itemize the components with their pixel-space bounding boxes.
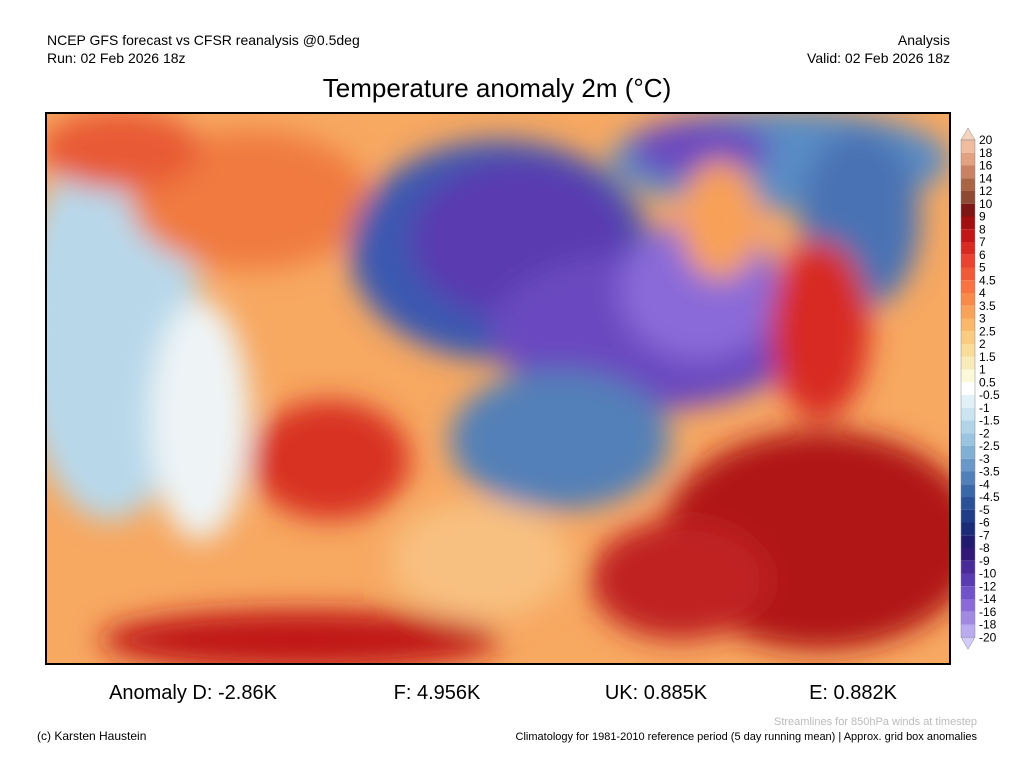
- colorbar-label: 18: [979, 146, 993, 160]
- colorbar-swatch: [961, 356, 975, 370]
- header-model: NCEP GFS forecast vs CFSR reanalysis @0.…: [47, 32, 360, 48]
- colorbar-label: -6: [979, 516, 990, 530]
- stat-f: F: 4.956K: [394, 682, 481, 704]
- header-run: Run: 02 Feb 2026 18z: [47, 50, 186, 66]
- colorbar-swatch: [961, 573, 975, 587]
- colorbar-label: 14: [979, 171, 993, 185]
- colorbar-swatch: [961, 446, 975, 459]
- colorbar-label: 9: [979, 210, 986, 224]
- colorbar-swatch: [961, 458, 975, 472]
- colorbar-swatch: [961, 548, 975, 561]
- header-analysis: Analysis: [898, 32, 950, 48]
- colorbar-swatch: [961, 267, 975, 281]
- colorbar-label: -20: [979, 630, 997, 644]
- colorbar-swatch: [961, 318, 975, 332]
- colorbar-swatch: [961, 140, 975, 153]
- colorbar-label: 1: [979, 363, 986, 377]
- colorbar-swatch: [961, 560, 975, 574]
- colorbar-swatch: [961, 369, 975, 383]
- colorbar-swatch: [961, 254, 975, 268]
- colorbar-swatch: [961, 382, 975, 395]
- colorbar-swatch: [961, 305, 975, 319]
- colorbar-swatch: [961, 191, 975, 204]
- colorbar-swatch: [961, 484, 975, 497]
- colorbar-label: -16: [979, 605, 997, 619]
- colorbar-swatch: [961, 203, 975, 217]
- colorbar-swatch: [961, 280, 975, 293]
- colorbar-swatch: [961, 599, 975, 612]
- colorbar-label: -3.5: [979, 465, 1000, 479]
- colorbar-label: -18: [979, 618, 997, 632]
- colorbar-swatch: [961, 344, 975, 357]
- colorbar-label: -12: [979, 579, 997, 593]
- colorbar-label: -9: [979, 554, 990, 568]
- colorbar-label: -8: [979, 541, 990, 555]
- colorbar-label: 2.5: [979, 324, 996, 338]
- colorbar-label: -3: [979, 452, 990, 466]
- colorbar-swatch: [961, 586, 975, 599]
- colorbar-label: -2.5: [979, 439, 1000, 453]
- colorbar-label: 16: [979, 159, 993, 173]
- colorbar-label: -1.5: [979, 414, 1000, 428]
- colorbar-label: 3.5: [979, 299, 996, 313]
- colorbar-swatch: [961, 407, 975, 421]
- streamline-note: Streamlines for 850hPa winds at timestep: [774, 716, 977, 728]
- colorbar-label: 5: [979, 261, 986, 275]
- colorbar-swatch: [961, 229, 975, 242]
- stat-anomaly-d: Anomaly D: -2.86K: [109, 682, 278, 704]
- colorbar-label: 4.5: [979, 273, 996, 287]
- colorbar-label: -5: [979, 503, 990, 517]
- colorbar-swatch: [961, 395, 975, 408]
- colorbar-label: 6: [979, 248, 986, 262]
- colorbar-label: 2: [979, 337, 986, 351]
- header-valid: Valid: 02 Feb 2026 18z: [807, 50, 950, 66]
- colorbar-label: 3: [979, 312, 986, 326]
- colorbar: 201816141210987654.543.532.521.510.5-0.5…: [960, 127, 1000, 650]
- colorbar-label: -10: [979, 567, 997, 581]
- colorbar-label: 1.5: [979, 350, 996, 364]
- colorbar-swatch: [961, 433, 975, 446]
- stat-e: E: 0.882K: [809, 682, 898, 704]
- colorbar-swatch: [961, 293, 975, 306]
- colorbar-swatch: [961, 497, 975, 510]
- credit: (c) Karsten Haustein: [37, 729, 146, 743]
- colorbar-swatch: [961, 522, 975, 536]
- colorbar-swatch: [961, 509, 975, 523]
- colorbar-label: -4.5: [979, 490, 1000, 504]
- colorbar-swatch: [961, 624, 975, 638]
- colorbar-swatch: [961, 535, 975, 548]
- colorbar-label: 0.5: [979, 375, 996, 389]
- anomaly-map: [46, 113, 950, 664]
- colorbar-label: 10: [979, 197, 993, 211]
- climatology-note: Climatology for 1981-2010 reference peri…: [516, 731, 978, 743]
- colorbar-frame: [960, 139, 976, 638]
- colorbar-swatch: [961, 165, 975, 179]
- colorbar-label: -7: [979, 528, 990, 542]
- map-title: Temperature anomaly 2m (°C): [323, 73, 672, 103]
- colorbar-swatch: [961, 178, 975, 191]
- colorbar-label: -2: [979, 426, 990, 440]
- colorbar-extension: [960, 637, 976, 650]
- colorbar-label: 20: [979, 133, 993, 147]
- colorbar-swatch: [961, 242, 975, 255]
- colorbar-swatch: [961, 471, 975, 485]
- colorbar-swatch: [961, 420, 975, 434]
- colorbar-label: 12: [979, 184, 993, 198]
- colorbar-swatch: [961, 331, 975, 344]
- colorbar-label: 8: [979, 222, 986, 236]
- colorbar-label: 4: [979, 286, 986, 300]
- colorbar-label: -1: [979, 401, 990, 415]
- colorbar-label: -14: [979, 592, 997, 606]
- colorbar-swatch: [961, 611, 975, 625]
- colorbar-label: -0.5: [979, 388, 1000, 402]
- colorbar-label: 7: [979, 235, 986, 249]
- colorbar-swatch: [961, 216, 975, 230]
- map-frame: [45, 112, 951, 665]
- colorbar-extension: [960, 127, 976, 141]
- stat-uk: UK: 0.885K: [605, 682, 708, 704]
- colorbar-label: -4: [979, 477, 990, 491]
- colorbar-swatch: [961, 152, 975, 166]
